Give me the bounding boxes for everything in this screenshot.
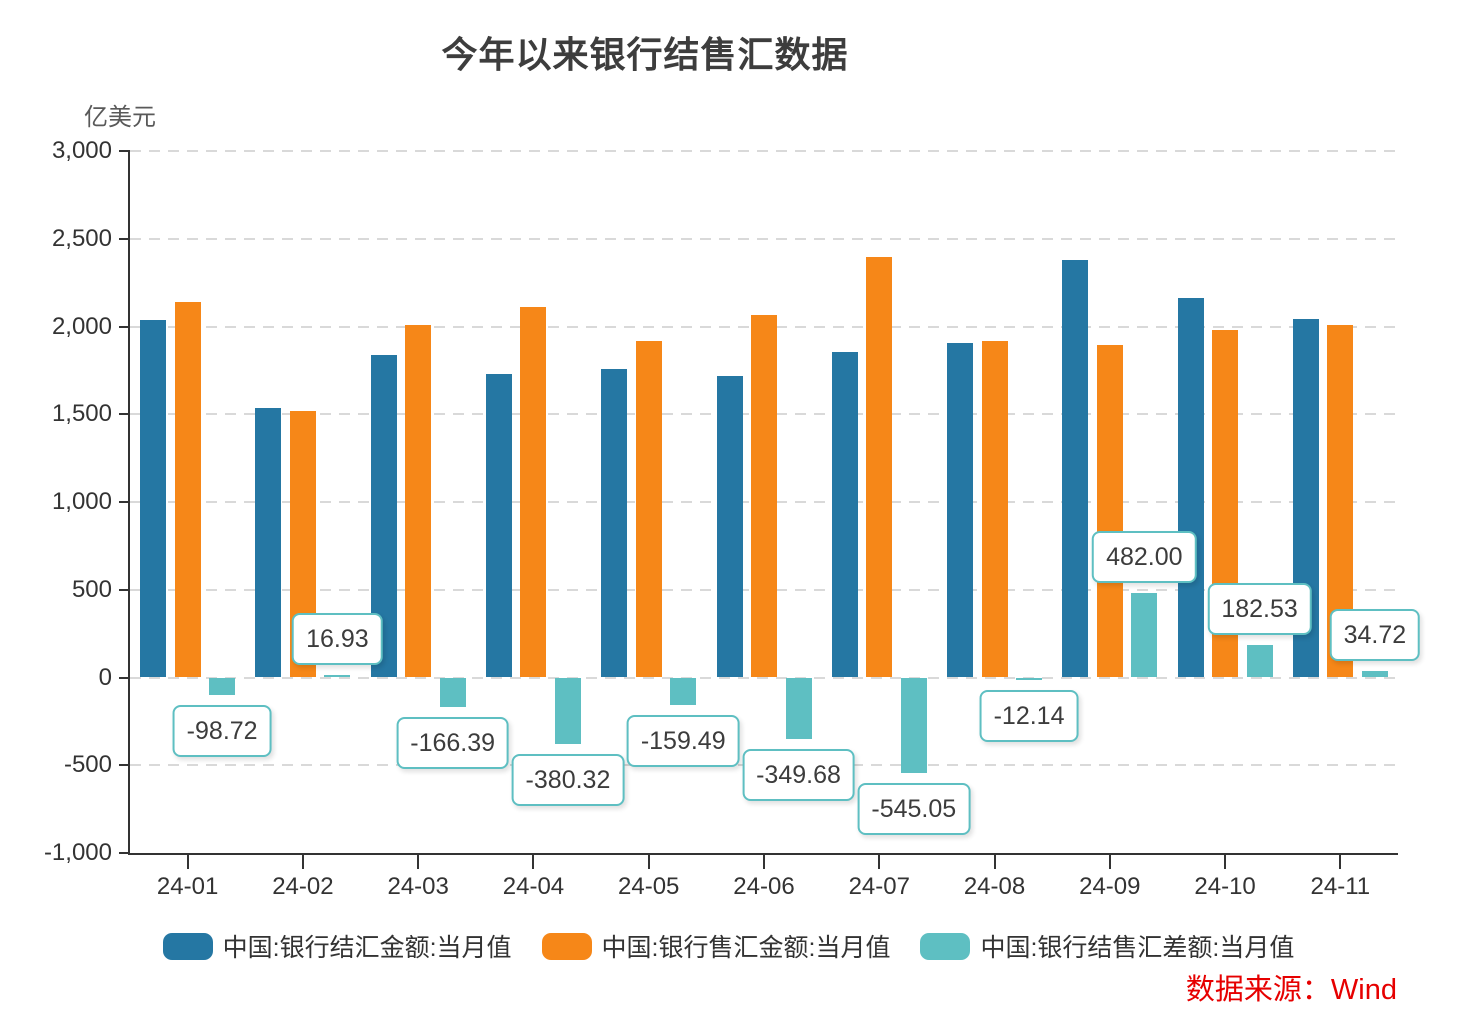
balance-data-label: -98.72 (172, 704, 272, 757)
x-axis-tick-mark (1108, 855, 1111, 869)
bar-settlement-24-07[interactable] (831, 352, 858, 678)
x-axis-tick-mark (417, 855, 420, 869)
bar-sales-24-04[interactable] (520, 306, 547, 678)
gridline (130, 676, 1398, 679)
balance-data-label: -545.05 (857, 783, 971, 836)
bar-sales-24-08[interactable] (981, 341, 1008, 678)
balance-data-label: -380.32 (511, 754, 625, 807)
balance-data-label: -12.14 (979, 689, 1079, 742)
x-axis-tick-label: 24-07 (848, 873, 910, 900)
legend-item-balance[interactable]: 中国:银行结售汇差额:当月值 (920, 928, 1294, 964)
y-axis-tick-mark (119, 413, 130, 416)
bar-balance-24-03[interactable] (439, 677, 466, 707)
x-axis-tick-mark (1224, 855, 1227, 869)
bar-balance-24-05[interactable] (670, 677, 697, 706)
bar-balance-24-01[interactable] (209, 677, 236, 695)
legend-item-label: 中国:银行结汇金额:当月值 (222, 934, 512, 962)
bar-settlement-24-04[interactable] (485, 373, 512, 678)
bar-sales-24-05[interactable] (635, 341, 662, 678)
y-axis-tick-mark (119, 676, 130, 679)
y-axis-tick-mark (119, 852, 130, 854)
bar-balance-24-08[interactable] (1016, 677, 1043, 680)
balance-data-label: 482.00 (1092, 530, 1197, 583)
bar-settlement-24-08[interactable] (947, 343, 974, 678)
y-axis-tick-label: -500 (63, 751, 112, 779)
y-axis-tick-label: 500 (71, 575, 112, 603)
legend-item-settlement[interactable]: 中国:银行结汇金额:当月值 (162, 928, 512, 964)
bar-sales-24-09[interactable] (1096, 344, 1123, 678)
bar-balance-24-06[interactable] (785, 677, 812, 739)
legend-swatch-icon (541, 932, 592, 960)
bar-balance-24-02[interactable] (324, 674, 351, 678)
x-axis-tick-mark (763, 855, 765, 869)
x-axis-tick-label: 24-11 (1310, 873, 1371, 900)
x-axis-tick-mark (993, 855, 996, 869)
y-axis-tick-mark (119, 501, 130, 503)
y-axis-tick-label: 1,500 (51, 400, 112, 428)
legend-swatch-icon (920, 932, 971, 960)
y-axis-line (128, 151, 130, 855)
bar-balance-24-04[interactable] (554, 677, 581, 745)
balance-data-label: -159.49 (626, 715, 740, 768)
y-axis-tick-label: 2,000 (51, 312, 112, 340)
bar-balance-24-11[interactable] (1361, 671, 1388, 678)
bar-balance-24-07[interactable] (900, 677, 927, 774)
bar-sales-24-06[interactable] (751, 315, 777, 678)
x-axis-tick-label: 24-09 (1079, 873, 1141, 900)
gridline (130, 150, 1398, 152)
y-axis-tick-label: 1,000 (51, 488, 112, 515)
x-axis-tick-mark (532, 855, 535, 869)
legend-item-sales[interactable]: 中国:银行售汇金额:当月值 (541, 928, 891, 964)
y-axis-tick-mark (119, 325, 130, 328)
bar-settlement-24-01[interactable] (140, 319, 167, 678)
gridline (130, 237, 1398, 240)
x-axis-tick-label: 24-04 (502, 873, 565, 900)
y-axis-unit-label: 亿美元 (84, 104, 156, 131)
y-axis-tick-mark (119, 764, 130, 767)
bar-settlement-24-02[interactable] (255, 407, 282, 678)
y-axis-tick-mark (119, 588, 130, 591)
balance-data-label: 182.53 (1207, 583, 1312, 636)
x-axis-tick-mark (647, 855, 650, 869)
x-axis-tick-mark (301, 855, 304, 869)
source-note: 数据来源：Wind (1185, 974, 1397, 1006)
x-axis-tick-label: 24-06 (733, 873, 795, 900)
x-axis-tick-label: 24-08 (963, 873, 1026, 900)
x-axis-line (128, 853, 1398, 855)
y-axis-tick-label: -1,000 (43, 839, 112, 866)
x-axis-tick-mark (186, 855, 189, 869)
balance-data-label: -166.39 (396, 716, 510, 769)
balance-data-label: -349.68 (742, 748, 855, 801)
balance-data-label: 34.72 (1329, 609, 1421, 662)
legend: 中国:银行结汇金额:当月值 中国:银行售汇金额:当月值 中国:银行结售汇差额:当月值 (0, 928, 1457, 964)
bar-sales-24-03[interactable] (405, 325, 432, 678)
y-axis-tick-label: 2,500 (51, 224, 112, 252)
legend-item-label: 中国:银行售汇金额:当月值 (601, 934, 891, 962)
balance-data-label: 16.93 (292, 612, 383, 665)
x-axis-tick-label: 24-01 (156, 873, 219, 900)
legend-swatch-icon (162, 932, 213, 960)
bar-settlement-24-06[interactable] (716, 376, 743, 678)
x-axis-tick-label: 24-10 (1194, 873, 1256, 900)
bar-settlement-24-05[interactable] (601, 369, 628, 678)
chart-title: 今年以来银行结售汇数据 (441, 34, 849, 75)
bar-settlement-24-09[interactable] (1062, 260, 1089, 678)
x-axis-tick-label: 24-05 (618, 873, 680, 900)
x-axis-tick-label: 24-03 (387, 873, 449, 900)
y-axis-tick-mark (119, 237, 130, 240)
x-axis-tick-label: 24-02 (272, 873, 334, 900)
bar-balance-24-10[interactable] (1246, 645, 1273, 678)
bar-sales-24-01[interactable] (174, 302, 201, 678)
x-axis-tick-mark (878, 855, 881, 869)
y-axis-tick-mark (119, 150, 130, 152)
y-axis-tick-label: 3,000 (51, 137, 112, 164)
bar-sales-24-07[interactable] (866, 256, 893, 678)
legend-item-label: 中国:银行结售汇差额:当月值 (980, 934, 1295, 962)
y-axis-tick-label: 0 (98, 663, 112, 691)
bar-balance-24-09[interactable] (1131, 592, 1158, 678)
x-axis-tick-mark (1339, 855, 1342, 869)
bar-settlement-24-10[interactable] (1177, 297, 1204, 678)
